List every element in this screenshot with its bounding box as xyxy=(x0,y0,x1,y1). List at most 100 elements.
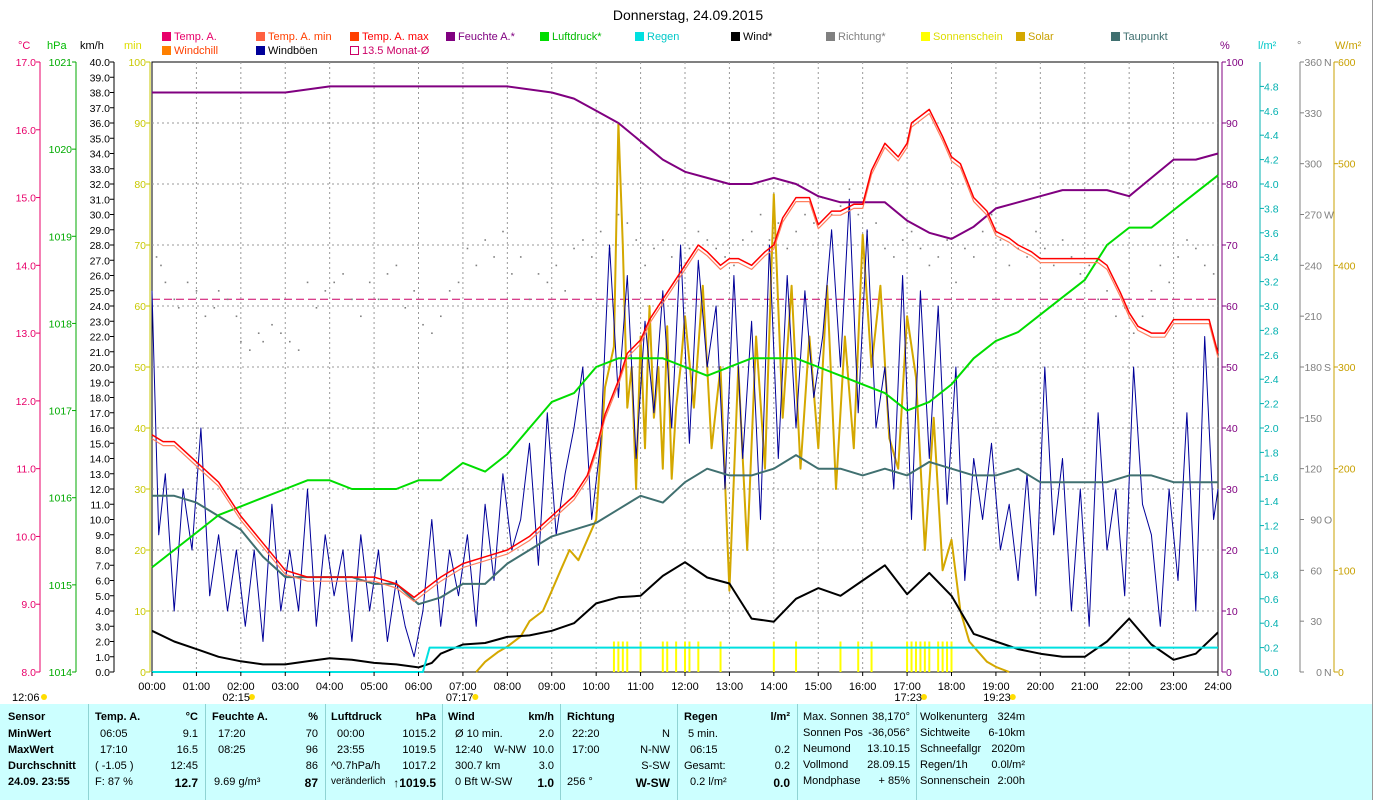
axis-tick-label-rain: 2.6 xyxy=(1264,350,1279,362)
series-temp-line xyxy=(151,108,1219,599)
axis-tick-label-minutes: 60 xyxy=(134,301,146,313)
axis-tick-label-temp: 15.0 xyxy=(16,193,37,205)
axis-tick-label-minutes: 10 xyxy=(134,606,146,618)
unit-temp: °C xyxy=(18,40,31,52)
legend-item-dewpoint: Taupunkt xyxy=(1111,31,1168,43)
direction-point xyxy=(1044,247,1046,250)
direction-point xyxy=(377,298,380,301)
direction-point xyxy=(964,247,966,250)
direction-point xyxy=(351,298,353,301)
axis-tick-label-wind: 22.0 xyxy=(90,332,111,344)
direction-point xyxy=(857,213,860,216)
x-tick-label: 09:00 xyxy=(538,681,566,693)
axis-tick-label-wind: 19.0 xyxy=(90,377,111,389)
stats-rain-r2-time: 06:15 xyxy=(690,744,718,756)
scrollbar-strip[interactable] xyxy=(1372,0,1381,800)
series-temp-max-line xyxy=(151,112,1219,603)
direction-point xyxy=(955,281,957,284)
axis-tick-label-rain: 1.2 xyxy=(1264,521,1279,533)
sunshine-bar xyxy=(937,641,940,672)
sun-event-icon xyxy=(1009,694,1016,700)
stats-misc-v1: 324m xyxy=(997,711,1025,723)
direction-point xyxy=(249,349,251,351)
legend-item-pressure: Luftdruck* xyxy=(540,31,602,43)
sun-event-label: 07:17 xyxy=(446,692,474,704)
weather-chart: Donnerstag, 24.09.2015 8.0 9.0 10.0 11.0 12.… xyxy=(12,7,1356,704)
axis-tick-label-wind: 33.0 xyxy=(90,164,111,176)
x-tick-label: 22:00 xyxy=(1115,681,1143,693)
sunshine-bar xyxy=(928,641,931,672)
direction-point xyxy=(813,222,815,224)
direction-point xyxy=(1195,247,1197,250)
direction-point xyxy=(653,247,655,250)
axis-tick-label-temp: 8.0 xyxy=(21,667,36,679)
axis-tick-label-rain: 2.0 xyxy=(1264,423,1279,435)
direction-point xyxy=(528,298,531,301)
direction-point xyxy=(1186,239,1188,241)
direction-point xyxy=(386,273,389,275)
legend-swatch xyxy=(921,32,930,41)
rising-arrow-icon: ↑ xyxy=(393,776,400,790)
direction-point xyxy=(555,264,558,267)
axis-tick-label-wind: 14.0 xyxy=(90,454,111,466)
stats-hum-max-time: 08:25 xyxy=(218,744,246,756)
stats-dir-r3-val: S-SW xyxy=(641,760,670,772)
direction-point xyxy=(1132,332,1135,335)
stats-dir-r1-val: N xyxy=(662,728,670,740)
direction-point xyxy=(1008,264,1011,267)
stats-wind-r1-label: Ø 10 min. xyxy=(455,728,503,740)
sunshine-bar xyxy=(617,641,620,672)
sunshine-bar xyxy=(688,641,691,672)
axis-tick-label-rain: 3.4 xyxy=(1264,252,1279,264)
direction-point xyxy=(484,239,487,241)
axis-tick-label-percent: 40 xyxy=(1226,423,1238,435)
legend-swatch xyxy=(256,32,265,41)
stats-sun-l3: Neumond xyxy=(803,743,851,755)
axis-tick-label-rain: 3.2 xyxy=(1264,277,1279,289)
legend-swatch xyxy=(350,46,359,55)
sunshine-bar xyxy=(906,641,909,672)
stats-rain-r4-label: 0.2 l/m² xyxy=(690,776,727,788)
axis-tick-label-minutes: 30 xyxy=(134,484,146,496)
direction-point xyxy=(164,281,167,284)
direction-point xyxy=(884,247,886,250)
axis-tick-label-direction: 300 xyxy=(1304,159,1322,171)
axis-tick-label-wind: 34.0 xyxy=(90,149,111,161)
stats-wind-r4-label: 0 Bft W-SW xyxy=(455,776,513,788)
x-tick-label: 13:00 xyxy=(716,681,744,693)
x-tick-label: 23:00 xyxy=(1160,681,1188,693)
axis-tick-label-wind: 6.0 xyxy=(95,576,110,588)
axis-tick-label-solar: 400 xyxy=(1338,260,1356,272)
direction-point xyxy=(999,239,1002,241)
direction-point xyxy=(502,230,504,233)
sunshine-bar xyxy=(839,641,842,672)
axis-tick-label-minutes: 90 xyxy=(134,118,146,130)
legend-swatch xyxy=(540,32,549,41)
stats-misc-v4: 0.0l/m² xyxy=(991,759,1025,771)
legend-swatch xyxy=(350,32,359,41)
axis-tick-label-wind: 10.0 xyxy=(90,515,111,527)
first-time-label: 12:06 xyxy=(12,692,40,704)
axis-tick-label-pressure: 1019 xyxy=(49,231,73,243)
series-wind-line xyxy=(151,561,1219,669)
x-tick-label: 02:00 xyxy=(227,681,255,693)
direction-point xyxy=(973,256,975,258)
sunshine-bar xyxy=(621,641,624,672)
unit-degree: ° xyxy=(1297,40,1302,52)
stats-panel: Sensor MinWert MaxWert Durchschnitt 24.0… xyxy=(0,704,1372,800)
stats-misc-l1: Wolkenunterg xyxy=(920,711,988,723)
direction-point xyxy=(839,205,842,207)
axis-tick-label-rain: 4.0 xyxy=(1264,179,1279,191)
direction-point xyxy=(457,281,460,284)
direction-point xyxy=(493,256,495,258)
axis-tick-label-rain: 3.8 xyxy=(1264,203,1279,215)
axis-tick-label-wind: 7.0 xyxy=(95,560,110,572)
direction-point xyxy=(217,290,220,292)
direction-point xyxy=(742,239,744,241)
stats-wind-r3-val: 3.0 xyxy=(538,760,554,772)
sunshine-bar xyxy=(795,641,798,672)
stats-hum-max-val: 96 xyxy=(305,744,318,756)
sun-event-label: 17:23 xyxy=(894,692,922,704)
axis-tick-label-wind: 5.0 xyxy=(95,591,110,603)
axis-tick-label-direction: 150 xyxy=(1304,413,1322,425)
